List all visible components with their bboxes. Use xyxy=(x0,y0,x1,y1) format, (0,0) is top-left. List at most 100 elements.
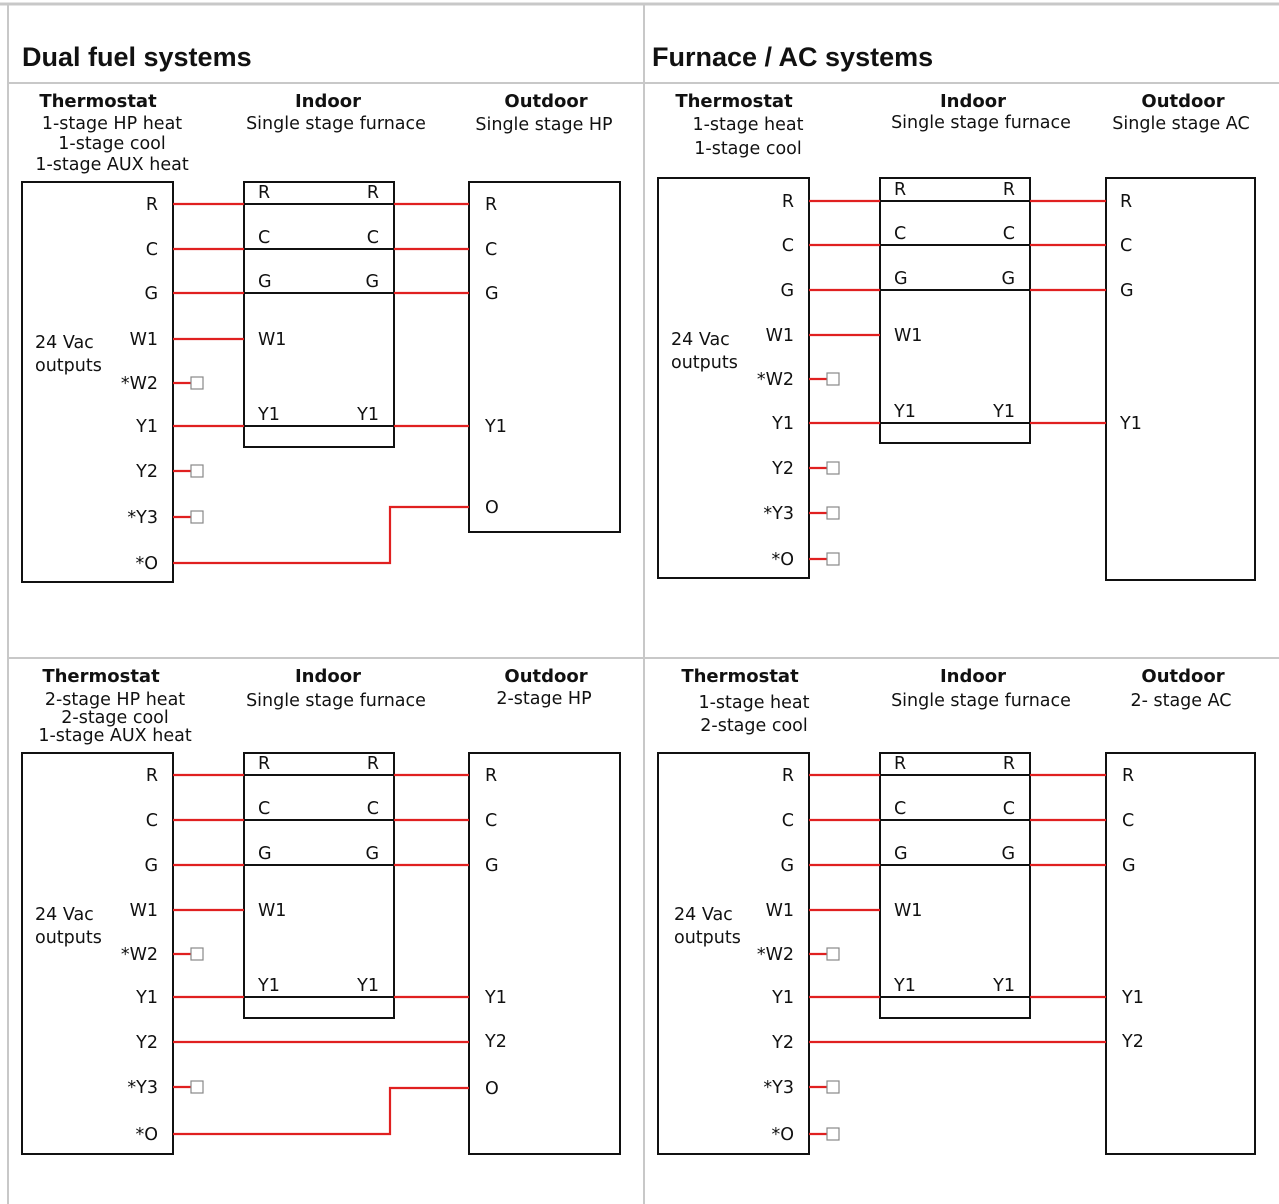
unused-terminal-marker xyxy=(826,1127,840,1141)
thermostat-terminal-o: *O xyxy=(771,550,794,570)
unused-terminal-marker xyxy=(190,376,204,390)
outdoor-terminal-g: G xyxy=(485,856,499,876)
thermostat-config-line: 1-stage cool xyxy=(58,134,166,154)
section-title-dual-fuel: Dual fuel systems xyxy=(22,42,252,72)
outdoor-terminal-c: C xyxy=(485,811,497,831)
indoor-terminal-left-c: C xyxy=(258,228,270,248)
thermostat-terminal-o: *O xyxy=(771,1125,794,1145)
thermostat-terminal-o: *O xyxy=(135,554,158,574)
indoor-terminal-right-c: C xyxy=(367,228,379,248)
unused-terminal-marker xyxy=(826,461,840,475)
indoor-terminal-left-w1: W1 xyxy=(258,330,286,350)
indoor-terminal-right-r: R xyxy=(367,754,379,774)
output-voltage-label: 24 Vac xyxy=(35,905,94,925)
indoor-terminal-right-r: R xyxy=(367,183,379,203)
unused-terminal-marker xyxy=(190,464,204,478)
thermostat-title: Thermostat xyxy=(675,91,793,112)
thermostat-terminal-r: R xyxy=(146,195,158,215)
unused-terminal-marker xyxy=(826,506,840,520)
thermostat-config-line: 1-stage AUX heat xyxy=(38,726,192,746)
unused-terminal-marker xyxy=(190,1080,204,1094)
indoor-config-line: Single stage furnace xyxy=(246,114,426,134)
wiring-panel-4: Thermostat 1-stage heat 2-stage cool Indoor… xyxy=(657,666,1256,1155)
thermostat-title: Thermostat xyxy=(681,666,799,687)
outdoor-title: Outdoor xyxy=(504,91,587,112)
indoor-terminal-left-r: R xyxy=(894,754,906,774)
thermostat-terminal-y1: Y1 xyxy=(135,417,158,437)
indoor-terminal-right-c: C xyxy=(1003,799,1015,819)
outdoor-terminal-g: G xyxy=(485,284,499,304)
thermostat-terminal-w2: *W2 xyxy=(121,374,158,394)
thermostat-terminal-w2: *W2 xyxy=(757,370,794,390)
thermostat-terminal-w1: W1 xyxy=(130,330,158,350)
indoor-unit-box xyxy=(243,181,395,448)
indoor-terminal-left-r: R xyxy=(258,754,270,774)
indoor-terminal-right-g: G xyxy=(365,844,379,864)
outdoor-config-line: Single stage AC xyxy=(1112,114,1249,134)
thermostat-terminal-g: G xyxy=(780,856,794,876)
output-voltage-label: outputs xyxy=(35,928,102,948)
unused-terminal-marker xyxy=(826,372,840,386)
unused-terminal-marker xyxy=(826,1080,840,1094)
indoor-terminal-left-c: C xyxy=(258,799,270,819)
outdoor-terminal-y1: Y1 xyxy=(484,417,507,437)
indoor-terminal-left-w1: W1 xyxy=(258,901,286,921)
thermostat-terminal-c: C xyxy=(146,811,158,831)
output-voltage-label: outputs xyxy=(674,928,741,948)
outdoor-terminal-o: O xyxy=(485,498,499,518)
thermostat-terminal-y1: Y1 xyxy=(135,988,158,1008)
indoor-terminal-left-w1: W1 xyxy=(894,326,922,346)
indoor-terminal-left-r: R xyxy=(258,183,270,203)
output-voltage-label: 24 Vac xyxy=(35,333,94,353)
thermostat-terminal-y3: *Y3 xyxy=(763,1078,794,1098)
indoor-terminal-right-g: G xyxy=(365,272,379,292)
indoor-config-line: Single stage furnace xyxy=(891,113,1071,133)
unused-terminal-marker xyxy=(190,947,204,961)
thermostat-terminal-y2: Y2 xyxy=(771,459,794,479)
outdoor-terminal-g: G xyxy=(1120,281,1134,301)
outdoor-config-line: Single stage HP xyxy=(475,115,612,135)
output-voltage-label: 24 Vac xyxy=(671,330,730,350)
thermostat-config-line: 2-stage cool xyxy=(700,716,808,736)
indoor-terminal-right-g: G xyxy=(1001,269,1015,289)
unused-terminal-marker xyxy=(826,552,840,566)
outdoor-terminal-y1: Y1 xyxy=(1121,988,1144,1008)
indoor-terminal-right-y1: Y1 xyxy=(992,976,1015,996)
outdoor-unit-box xyxy=(1105,177,1256,581)
indoor-terminal-left-w1: W1 xyxy=(894,901,922,921)
thermostat-config-line: 2-stage HP heat xyxy=(45,690,185,710)
thermostat-config-line: 1-stage cool xyxy=(694,139,802,159)
thermostat-terminal-y1: Y1 xyxy=(771,988,794,1008)
outdoor-unit-box xyxy=(468,181,621,533)
indoor-unit-box xyxy=(243,752,395,1019)
output-voltage-label: outputs xyxy=(35,356,102,376)
indoor-terminal-right-r: R xyxy=(1003,180,1015,200)
indoor-unit-box xyxy=(879,752,1031,1019)
thermostat-terminal-r: R xyxy=(782,766,794,786)
thermostat-terminal-w2: *W2 xyxy=(121,945,158,965)
thermostat-terminal-y2: Y2 xyxy=(135,462,158,482)
indoor-terminal-left-r: R xyxy=(894,180,906,200)
unused-terminal-marker xyxy=(826,947,840,961)
indoor-terminal-left-g: G xyxy=(258,844,272,864)
thermostat-config-line: 1-stage HP heat xyxy=(42,114,182,134)
outdoor-terminal-y1: Y1 xyxy=(484,988,507,1008)
outdoor-title: Outdoor xyxy=(504,666,587,687)
thermostat-terminal-y3: *Y3 xyxy=(127,508,158,528)
indoor-terminal-right-y1: Y1 xyxy=(356,976,379,996)
thermostat-config-line: 1-stage heat xyxy=(698,693,809,713)
output-voltage-label: 24 Vac xyxy=(674,905,733,925)
outdoor-terminal-c: C xyxy=(1120,236,1132,256)
indoor-title: Indoor xyxy=(295,91,361,112)
wire-o xyxy=(173,1086,469,1136)
outdoor-terminal-r: R xyxy=(485,766,497,786)
thermostat-terminal-g: G xyxy=(144,856,158,876)
indoor-terminal-right-c: C xyxy=(1003,224,1015,244)
indoor-terminal-left-c: C xyxy=(894,224,906,244)
thermostat-terminal-y3: *Y3 xyxy=(763,504,794,524)
outdoor-terminal-c: C xyxy=(1122,811,1134,831)
outdoor-unit-box xyxy=(468,752,621,1155)
outdoor-terminal-y2: Y2 xyxy=(484,1032,507,1052)
thermostat-terminal-o: *O xyxy=(135,1125,158,1145)
